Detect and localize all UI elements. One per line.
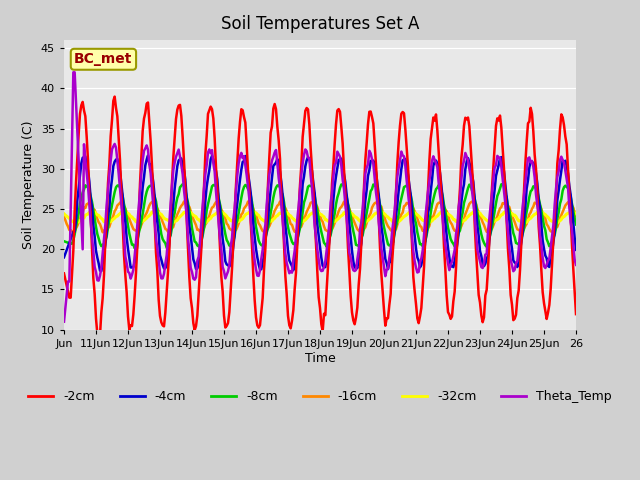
-2cm	[107, 133, 115, 139]
Line: -8cm: -8cm	[64, 184, 576, 248]
Theta_Temp	[272, 147, 280, 153]
Theta_Temp	[332, 160, 340, 166]
-8cm	[332, 202, 340, 207]
Title: Soil Temperatures Set A: Soil Temperatures Set A	[221, 15, 419, 33]
-32cm	[419, 217, 426, 223]
-8cm	[272, 185, 280, 191]
-4cm	[72, 217, 80, 223]
-32cm	[333, 216, 341, 222]
-32cm	[119, 207, 127, 213]
Theta_Temp	[107, 158, 115, 164]
-16cm	[60, 214, 68, 220]
-4cm	[572, 247, 580, 253]
-16cm	[572, 213, 580, 219]
-16cm	[401, 203, 409, 208]
-4cm	[60, 254, 68, 260]
-2cm	[419, 284, 426, 290]
-8cm	[72, 224, 80, 229]
Line: -32cm: -32cm	[64, 210, 576, 223]
-4cm	[403, 164, 410, 170]
-4cm	[273, 156, 281, 162]
-32cm	[60, 211, 68, 216]
-16cm	[72, 226, 80, 231]
-8cm	[417, 241, 425, 247]
-2cm	[273, 124, 281, 130]
Theta_Temp	[572, 262, 580, 268]
Text: BC_met: BC_met	[74, 52, 132, 66]
-16cm	[118, 198, 125, 204]
-8cm	[401, 183, 409, 189]
-2cm	[403, 145, 410, 151]
-16cm	[272, 205, 280, 211]
-16cm	[417, 224, 425, 230]
-32cm	[272, 214, 280, 219]
-8cm	[106, 217, 113, 223]
Theta_Temp	[70, 70, 77, 75]
-8cm	[131, 245, 138, 251]
-32cm	[403, 212, 410, 218]
-16cm	[422, 230, 429, 236]
-2cm	[60, 271, 68, 276]
-4cm	[419, 255, 426, 261]
Line: -16cm: -16cm	[64, 201, 576, 233]
Theta_Temp	[74, 129, 81, 134]
-8cm	[60, 239, 68, 244]
-32cm	[106, 219, 113, 225]
-32cm	[296, 220, 304, 226]
Y-axis label: Soil Temperature (C): Soil Temperature (C)	[22, 120, 35, 249]
-32cm	[72, 219, 80, 225]
-4cm	[333, 166, 341, 171]
-4cm	[144, 153, 152, 158]
Theta_Temp	[417, 256, 425, 262]
-2cm	[572, 311, 580, 317]
Line: Theta_Temp: Theta_Temp	[64, 72, 576, 322]
Legend: -2cm, -4cm, -8cm, -16cm, -32cm, Theta_Temp: -2cm, -4cm, -8cm, -16cm, -32cm, Theta_Te…	[23, 385, 617, 408]
-8cm	[499, 181, 506, 187]
Line: -2cm: -2cm	[64, 96, 576, 335]
-4cm	[97, 268, 105, 274]
-2cm	[96, 332, 104, 338]
-32cm	[572, 211, 580, 216]
-16cm	[106, 224, 113, 230]
-8cm	[572, 222, 580, 228]
-2cm	[72, 180, 80, 186]
Line: -4cm: -4cm	[64, 156, 576, 271]
-4cm	[107, 187, 115, 192]
Theta_Temp	[401, 163, 409, 169]
-16cm	[332, 217, 340, 223]
-2cm	[333, 108, 341, 113]
Theta_Temp	[60, 319, 68, 324]
-2cm	[111, 94, 118, 99]
X-axis label: Time: Time	[305, 351, 335, 364]
